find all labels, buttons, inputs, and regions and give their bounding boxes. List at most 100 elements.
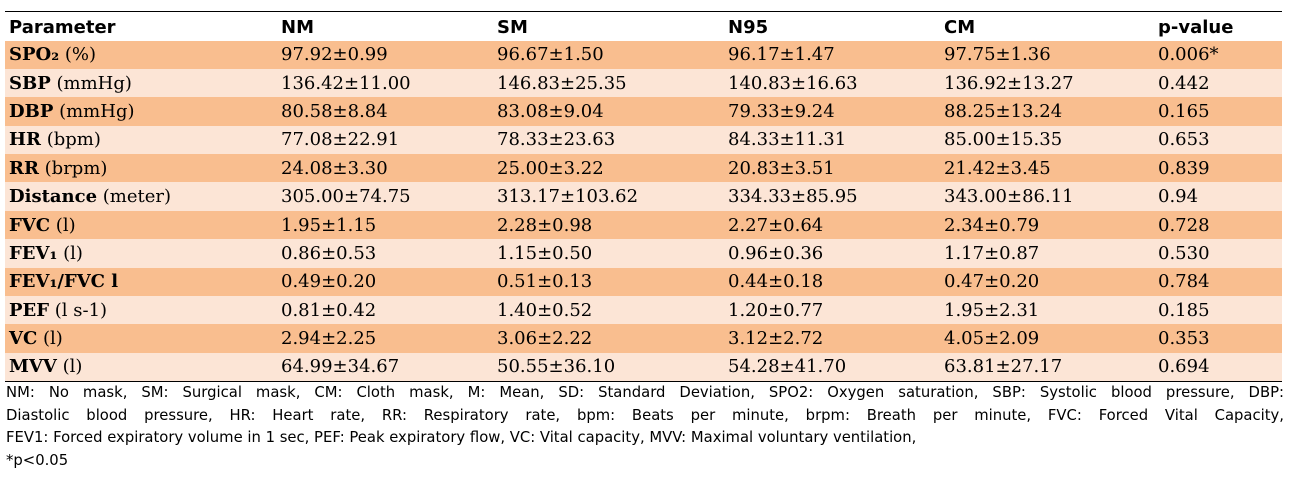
value-cell-n95: 54.28±41.70 xyxy=(728,356,847,378)
value-cell-p-value: 0.530 xyxy=(1158,242,1210,264)
value-cell-nm: 0.81±0.42 xyxy=(281,299,377,321)
value-cell-n95: 20.83±3.51 xyxy=(728,157,835,179)
value-cell-sm: 1.40±0.52 xyxy=(497,299,593,321)
table-row: Distance (meter) 305.00±74.75 313.17±103.6… xyxy=(5,182,1282,211)
parameter-cell: MVV (l) xyxy=(5,353,277,381)
table-row: VC (l) 2.94±2.25 3.06±2.22 3.12±2.72 4.05±2.… xyxy=(5,324,1282,353)
value-cell-p-value: 0.728 xyxy=(1158,214,1210,236)
value-cell-p-value: 0.784 xyxy=(1158,271,1210,293)
value-cell-cm: 88.25±13.24 xyxy=(944,100,1063,122)
value-cell-p-value: 0.839 xyxy=(1158,157,1210,179)
value-cell-p-value: 0.185 xyxy=(1158,299,1210,321)
header-p-value: p-value xyxy=(1158,16,1234,38)
value-cell-sm: 50.55±36.10 xyxy=(497,356,616,378)
value-cell-sm: 78.33±23.63 xyxy=(497,129,616,151)
value-cell-nm: 77.08±22.91 xyxy=(281,129,400,151)
value-cell-cm: 1.17±0.87 xyxy=(944,242,1040,264)
parameter-cell: FEV₁ (l) xyxy=(5,239,277,267)
footnote-significance: *p<0.05 xyxy=(6,451,69,469)
parameter-name: FVC xyxy=(9,214,51,236)
parameter-cell: DBP (mmHg) xyxy=(5,97,277,125)
value-cell-cm: 21.42±3.45 xyxy=(944,157,1051,179)
parameter-cell: VC (l) xyxy=(5,324,277,352)
value-cell-p-value: 0.653 xyxy=(1158,129,1210,151)
value-cell-n95: 84.33±11.31 xyxy=(728,129,847,151)
parameter-unit: (bpm) xyxy=(40,129,101,151)
parameter-unit: (mmHg) xyxy=(53,100,135,122)
parameter-unit: (l) xyxy=(56,356,83,378)
value-cell-sm: 83.08±9.04 xyxy=(497,100,604,122)
table-row: SPO₂ (%) 97.92±0.99 96.67±1.50 96.17±1.47 97… xyxy=(5,40,1282,69)
parameter-name: MVV xyxy=(9,356,57,378)
value-cell-sm: 2.28±0.98 xyxy=(497,214,593,236)
parameter-name: SBP xyxy=(9,72,51,94)
table-row: RR (brpm) 24.08±3.30 25.00±3.22 20.83±3.51 2… xyxy=(5,154,1282,183)
table-header-row: Parameter NM SM N95 CM p-value xyxy=(5,11,1282,41)
parameter-unit: (mmHg) xyxy=(50,72,132,94)
table-row: FEV₁/FVC l 0.49±0.20 0.51±0.13 0.44±0.18 0.4… xyxy=(5,267,1282,297)
parameter-cell: RR (brpm) xyxy=(5,154,277,182)
header-parameter: Parameter xyxy=(9,16,116,38)
parameter-name: FEV₁ xyxy=(9,242,58,264)
value-cell-cm: 97.75±1.36 xyxy=(944,44,1051,66)
parameter-unit: (l) xyxy=(57,242,83,264)
value-cell-nm: 2.94±2.25 xyxy=(281,328,377,350)
parameter-name: PEF xyxy=(9,299,50,321)
parameter-unit: (l) xyxy=(50,214,76,236)
value-cell-sm: 1.15±0.50 xyxy=(497,242,593,264)
header-sm: SM xyxy=(497,16,528,38)
table-row: SBP (mmHg) 136.42±11.00 146.83±25.35 140.83… xyxy=(5,68,1282,98)
value-cell-n95: 2.27±0.64 xyxy=(728,214,824,236)
table-row: DBP (mmHg) 80.58±8.84 83.08±9.04 79.33±9.24… xyxy=(5,97,1282,126)
table-row: HR (bpm) 77.08±22.91 78.33±23.63 84.33±11.3… xyxy=(5,125,1282,155)
parameter-name: HR xyxy=(9,129,41,151)
value-cell-p-value: 0.694 xyxy=(1158,356,1210,378)
parameter-cell: FEV₁/FVC l xyxy=(5,268,277,296)
parameter-unit: (brpm) xyxy=(38,157,108,179)
value-cell-sm: 25.00±3.22 xyxy=(497,157,604,179)
value-cell-cm: 85.00±15.35 xyxy=(944,129,1063,151)
value-cell-sm: 0.51±0.13 xyxy=(497,271,593,293)
parameter-name: SPO₂ xyxy=(9,44,60,66)
value-cell-sm: 313.17±103.62 xyxy=(497,186,639,208)
parameter-name: VC xyxy=(9,328,38,350)
value-cell-nm: 80.58±8.84 xyxy=(281,100,388,122)
value-cell-nm: 305.00±74.75 xyxy=(281,186,411,208)
value-cell-n95: 3.12±2.72 xyxy=(728,328,824,350)
table-row: FVC (l) 1.95±1.15 2.28±0.98 2.27±0.64 2.34±0… xyxy=(5,210,1282,240)
value-cell-nm: 97.92±0.99 xyxy=(281,44,388,66)
value-cell-cm: 4.05±2.09 xyxy=(944,328,1040,350)
table-row: MVV (l) 64.99±34.67 50.55±36.10 54.28±41.70… xyxy=(5,352,1282,382)
value-cell-nm: 1.95±1.15 xyxy=(281,214,377,236)
value-cell-n95: 0.44±0.18 xyxy=(728,271,824,293)
value-cell-p-value: 0.006* xyxy=(1158,44,1219,66)
value-cell-nm: 136.42±11.00 xyxy=(281,72,411,94)
parameter-unit: (l s-1) xyxy=(49,299,108,321)
value-cell-cm: 0.47±0.20 xyxy=(944,271,1040,293)
value-cell-sm: 3.06±2.22 xyxy=(497,328,593,350)
value-cell-p-value: 0.165 xyxy=(1158,100,1210,122)
value-cell-p-value: 0.94 xyxy=(1158,186,1199,208)
parameter-name: FEV₁/FVC l xyxy=(9,271,119,293)
footnote-line: NM: No mask, SM: Surgical mask, CM: Clot… xyxy=(6,384,1284,401)
value-cell-nm: 24.08±3.30 xyxy=(281,157,388,179)
parameter-unit: (%) xyxy=(59,44,96,66)
header-n95: N95 xyxy=(728,16,769,38)
header-nm: NM xyxy=(281,16,314,38)
value-cell-sm: 96.67±1.50 xyxy=(497,44,604,66)
value-cell-n95: 96.17±1.47 xyxy=(728,44,835,66)
table-footnotes: NM: No mask, SM: Surgical mask, CM: Clot… xyxy=(6,382,1284,472)
value-cell-p-value: 0.442 xyxy=(1158,72,1210,94)
parameter-name: DBP xyxy=(9,100,54,122)
footnote-line: FEV1: Forced expiratory volume in 1 sec,… xyxy=(6,429,917,446)
parameter-name: RR xyxy=(9,157,39,179)
value-cell-cm: 63.81±27.17 xyxy=(944,356,1063,378)
value-cell-cm: 2.34±0.79 xyxy=(944,214,1040,236)
value-cell-n95: 1.20±0.77 xyxy=(728,299,824,321)
footnote-line: Diastolic blood pressure, HR: Heart rate… xyxy=(6,406,1284,424)
results-table: Parameter NM SM N95 CM p-value SPO₂ (%) 9… xyxy=(5,11,1282,382)
parameter-cell: Distance (meter) xyxy=(5,182,277,210)
value-cell-p-value: 0.353 xyxy=(1158,328,1210,350)
parameter-unit: (l) xyxy=(37,328,63,350)
value-cell-sm: 146.83±25.35 xyxy=(497,72,627,94)
